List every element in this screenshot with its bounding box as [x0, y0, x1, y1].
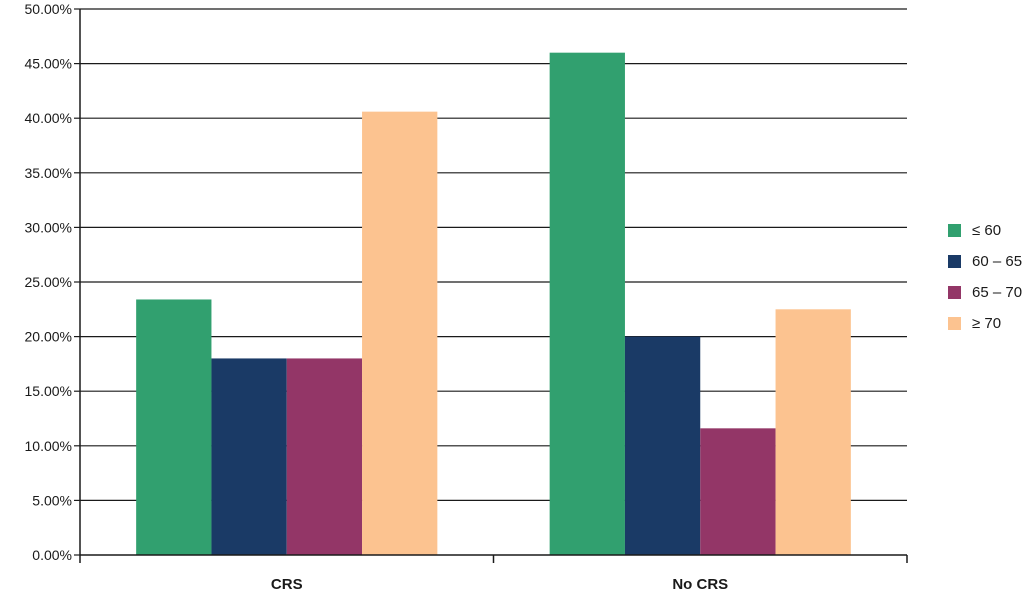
axes — [79, 9, 908, 563]
y-tick-label: 20.00% — [25, 329, 72, 345]
legend-swatch — [948, 255, 961, 268]
legend-label: 65 – 70 — [972, 284, 1022, 301]
legend: ≤ 60 60 – 65 65 – 70 ≥ 70 — [948, 222, 1022, 332]
bar — [624, 336, 701, 555]
y-tick-label: 0.00% — [32, 547, 72, 563]
x-category-label: No CRS — [672, 576, 728, 593]
bar — [211, 358, 287, 555]
legend-label: ≤ 60 — [972, 222, 1001, 239]
y-tick-label: 50.00% — [25, 1, 72, 17]
y-tick-label: 45.00% — [25, 56, 72, 72]
bars — [136, 52, 851, 556]
y-tick-label: 5.00% — [32, 492, 72, 508]
bar — [286, 358, 363, 555]
x-category-label: CRS — [271, 576, 303, 593]
y-tick-label: 25.00% — [25, 274, 72, 290]
legend-swatch — [948, 286, 961, 299]
bar — [136, 299, 212, 555]
bar — [775, 309, 851, 555]
x-axis-labels: CRS No CRS — [271, 576, 728, 593]
bar — [700, 428, 776, 555]
y-tick-label: 10.00% — [25, 438, 72, 454]
legend-swatch — [948, 224, 961, 237]
y-tick-label: 40.00% — [25, 110, 72, 126]
y-tick-label: 35.00% — [25, 165, 72, 181]
y-tick-label: 15.00% — [25, 383, 72, 399]
y-axis-ticks: 0.00% 5.00% 10.00% 15.00% 20.00% 25.00% 30.00%… — [25, 1, 80, 563]
bar — [549, 52, 625, 556]
legend-swatch — [948, 317, 961, 330]
y-tick-label: 30.00% — [25, 219, 72, 235]
legend-label: ≥ 70 — [972, 315, 1001, 332]
bar — [362, 111, 438, 555]
legend-label: 60 – 65 — [972, 253, 1022, 270]
